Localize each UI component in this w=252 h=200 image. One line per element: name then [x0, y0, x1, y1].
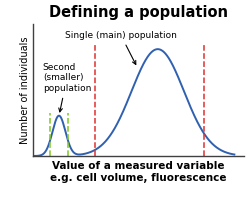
Y-axis label: Number of individuals: Number of individuals: [20, 36, 30, 144]
Text: Second
(smaller)
population: Second (smaller) population: [43, 63, 91, 112]
Title: Defining a population: Defining a population: [49, 5, 228, 20]
Text: Value of a measured variable
e.g. cell volume, fluorescence: Value of a measured variable e.g. cell v…: [50, 161, 227, 183]
Text: Single (main) population: Single (main) population: [65, 31, 177, 64]
